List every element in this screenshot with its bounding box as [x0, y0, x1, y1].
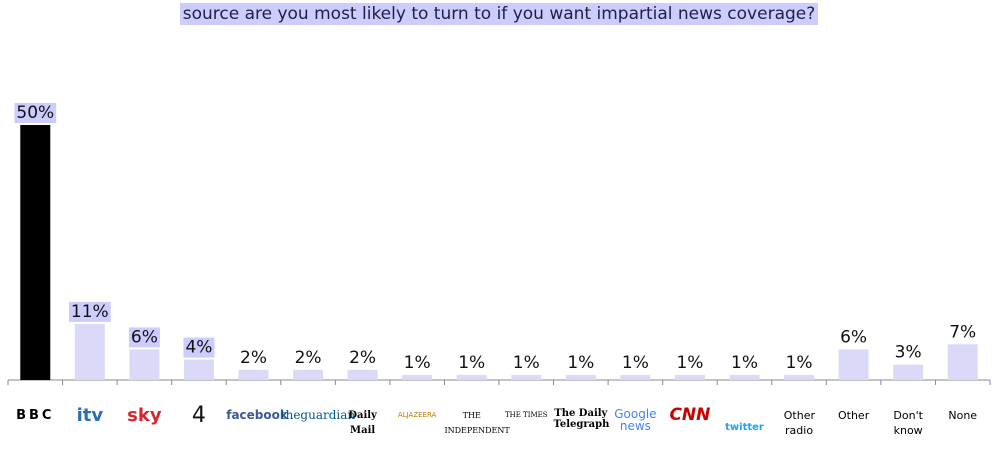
category-label: itv: [76, 405, 104, 426]
bar: [947, 344, 978, 380]
value-label: 1%: [513, 353, 540, 373]
value-label: 3%: [895, 343, 922, 363]
value-label: 2%: [349, 348, 376, 368]
title-wrap: source are you most likely to turn to if…: [0, 3, 998, 25]
bar: [674, 374, 705, 380]
bar: [20, 125, 51, 380]
value-label: 1%: [458, 353, 485, 373]
bar: [293, 369, 324, 380]
value-label: 4%: [185, 338, 212, 358]
value-label: 1%: [786, 353, 813, 373]
value-label: 50%: [16, 103, 54, 123]
category-label: theguardian: [280, 408, 356, 422]
value-label: 2%: [295, 348, 322, 368]
bar: [565, 374, 596, 380]
category-label: Don't know: [893, 409, 923, 437]
category-label: sky: [127, 405, 162, 426]
value-label: 1%: [567, 353, 594, 373]
bar: [784, 374, 815, 380]
bar: [183, 359, 214, 380]
category-label: Other: [837, 409, 870, 422]
value-label: 6%: [840, 327, 867, 347]
value-label: 1%: [676, 353, 703, 373]
category-label: THE TIMES: [504, 411, 548, 419]
bar: [838, 349, 869, 380]
bar: [402, 374, 433, 380]
category-label: The Daily Telegraph: [553, 408, 610, 430]
bar: [456, 374, 487, 380]
chart-title: source are you most likely to turn to if…: [179, 3, 819, 25]
value-label-highlight: [14, 103, 57, 123]
category-label: facebook: [226, 408, 288, 422]
value-label: 7%: [949, 322, 976, 342]
category-label: THE INDEPENDENT: [444, 411, 510, 435]
category-label: BBC: [16, 408, 55, 423]
value-label-highlight: [183, 337, 215, 358]
category-label: 4: [191, 403, 206, 428]
category-label: ALJAZEERA: [397, 411, 437, 419]
bar: [729, 374, 760, 380]
category-label: CNN: [669, 405, 711, 425]
category-label: twitter: [725, 422, 764, 433]
value-label-highlight: [68, 301, 111, 322]
value-label: 6%: [131, 327, 158, 347]
bar: [74, 323, 105, 380]
bar: [511, 374, 542, 380]
value-label: 1%: [404, 353, 431, 373]
value-label-highlight: [128, 327, 160, 348]
bar: [347, 369, 378, 380]
value-label: 1%: [622, 353, 649, 373]
category-label: Google news: [614, 407, 657, 433]
bar: [238, 369, 269, 380]
bar: [129, 349, 160, 380]
bar: [893, 364, 924, 380]
category-label: Other radio: [783, 409, 815, 437]
value-label: 2%: [240, 348, 267, 368]
value-label: 11%: [71, 302, 109, 322]
category-label: None: [948, 409, 978, 422]
bar: [620, 374, 651, 380]
value-label: 1%: [731, 353, 758, 373]
category-label: Daily Mail: [348, 410, 377, 436]
